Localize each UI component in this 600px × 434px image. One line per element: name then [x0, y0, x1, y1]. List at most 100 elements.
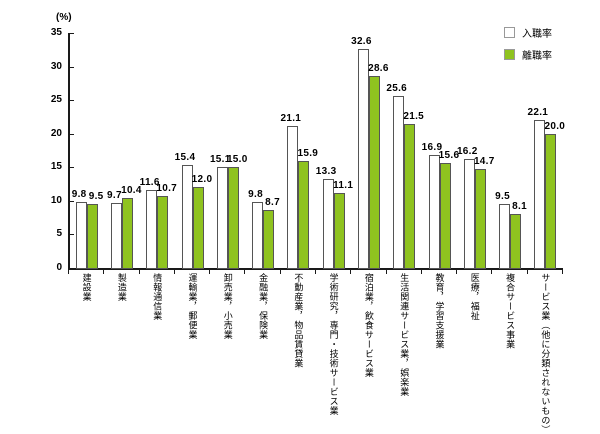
y-axis-tick-mark	[70, 200, 74, 202]
bar-separation-rate	[227, 167, 239, 269]
hire-rate-swatch-icon	[504, 27, 515, 38]
x-axis-tick-mark	[244, 270, 246, 274]
x-axis-tick-mark	[491, 270, 493, 274]
bar-value-label: 20.0	[544, 120, 566, 132]
bar-separation-rate	[157, 196, 169, 269]
x-axis-tick-mark	[526, 270, 528, 274]
bar-separation-rate	[368, 75, 380, 269]
bar-value-label: 22.1	[527, 106, 549, 118]
category-label: 不動産業，物品賃貸業	[293, 273, 304, 368]
bar-hire-rate	[75, 202, 87, 269]
bar-hire-rate	[110, 202, 122, 269]
category-label: 教育，学習支援業	[434, 273, 445, 349]
bar-separation-rate	[545, 133, 557, 269]
y-axis	[68, 33, 70, 269]
bar-separation-rate	[192, 187, 204, 269]
x-axis-tick-mark	[279, 270, 281, 274]
x-axis-tick-mark	[138, 270, 140, 274]
bar-value-label: 9.5	[88, 191, 104, 203]
bar-value-label: 15.4	[174, 151, 196, 163]
x-axis-tick-mark	[385, 270, 387, 274]
bar-value-label: 9.8	[71, 189, 87, 201]
bar-hire-rate	[252, 202, 264, 269]
legend-item-hire-rate: 入職率	[504, 25, 552, 40]
bar-separation-rate	[510, 213, 522, 269]
bar-value-label: 11.6	[139, 177, 160, 189]
x-axis-tick-mark	[68, 270, 69, 274]
bar-value-label: 10.4	[121, 185, 142, 197]
category-label: 複合サービス事業	[505, 273, 516, 349]
x-axis-tick-mark	[420, 270, 422, 274]
x-axis-tick-mark	[103, 270, 105, 274]
bar-hire-rate	[463, 159, 475, 269]
y-axis-tick-mark	[70, 133, 74, 135]
category-label: 医療，福祉	[469, 273, 480, 321]
bar-value-label: 8.7	[265, 196, 280, 208]
y-axis-unit-label: (%)	[56, 12, 72, 23]
y-tick-label: 25	[50, 94, 62, 106]
category-label: 学術研究，専門・技術サービス業	[328, 273, 339, 416]
bar-value-label: 25.6	[386, 83, 408, 95]
bar-separation-rate	[474, 169, 486, 269]
x-axis-tick-mark	[456, 270, 458, 274]
bar-value-label: 13.3	[315, 165, 337, 177]
bar-separation-rate	[298, 161, 310, 269]
bar-value-label: 8.1	[512, 200, 527, 212]
bar-value-label: 15.1	[209, 153, 231, 165]
bar-value-label: 9.8	[248, 189, 263, 201]
bar-separation-rate	[439, 163, 451, 269]
x-axis-tick-mark	[350, 270, 352, 274]
bar-value-label: 9.5	[495, 191, 510, 203]
bar-value-label: 16.9	[421, 141, 443, 153]
bar-hire-rate	[322, 178, 334, 269]
bar-hire-rate	[499, 204, 511, 269]
bar-hire-rate	[393, 96, 405, 269]
bar-value-label: 21.5	[403, 110, 425, 122]
category-label: 金融業，保険業	[258, 273, 269, 340]
bar-hire-rate	[357, 49, 369, 269]
bar-hire-rate	[534, 119, 546, 269]
bar-separation-rate	[86, 204, 98, 269]
separation-rate-swatch-icon	[504, 49, 515, 60]
bar-value-label: 11.1	[333, 180, 354, 192]
y-tick-label: 5	[56, 228, 62, 240]
bar-hire-rate	[216, 166, 228, 269]
y-axis-tick-mark	[70, 33, 74, 34]
bar-hire-rate	[181, 164, 193, 269]
bar-value-label: 15.0	[226, 154, 248, 166]
category-label: 宿泊業，飲食サービス業	[363, 273, 374, 378]
bar-hire-rate	[428, 154, 440, 269]
bar-value-label: 9.7	[107, 189, 122, 201]
legend-label-separation-rate: 離職率	[522, 51, 552, 62]
bar-separation-rate	[333, 193, 345, 269]
y-axis-tick-mark	[70, 66, 74, 68]
category-label: 製造業	[116, 273, 127, 302]
legend-label-hire-rate: 入職率	[522, 29, 552, 40]
bar-value-label: 15.6	[438, 150, 460, 162]
bar-value-label: 14.7	[473, 156, 495, 168]
y-axis-tick-mark	[70, 100, 74, 102]
bar-hire-rate	[287, 126, 299, 269]
bar-value-label: 10.7	[156, 183, 178, 195]
y-tick-label: 0	[56, 262, 62, 273]
y-tick-label: 20	[50, 127, 62, 139]
category-label: サービス業（他に分類されないもの）	[540, 273, 551, 434]
y-axis-tick-mark	[70, 167, 74, 169]
legend-item-separation-rate: 離職率	[504, 47, 552, 62]
bar-value-label: 21.1	[280, 113, 302, 125]
legend: 入職率 離職率	[504, 25, 552, 69]
y-tick-label: 15	[50, 161, 62, 173]
y-axis-tick-mark	[70, 234, 74, 236]
x-axis-tick-mark	[562, 270, 563, 274]
bar-value-label: 12.0	[191, 174, 213, 186]
bar-value-label: 32.6	[351, 36, 372, 48]
bar-separation-rate	[121, 198, 133, 269]
bar-separation-rate	[404, 123, 416, 269]
category-label: 建設業	[81, 273, 92, 302]
bar-value-label: 15.9	[297, 148, 319, 160]
x-axis-tick-mark	[209, 270, 211, 274]
category-label: 情報通信業	[152, 273, 163, 321]
category-label: 生活関連サービス業，娯楽業	[399, 273, 410, 397]
y-tick-label: 10	[50, 194, 62, 206]
